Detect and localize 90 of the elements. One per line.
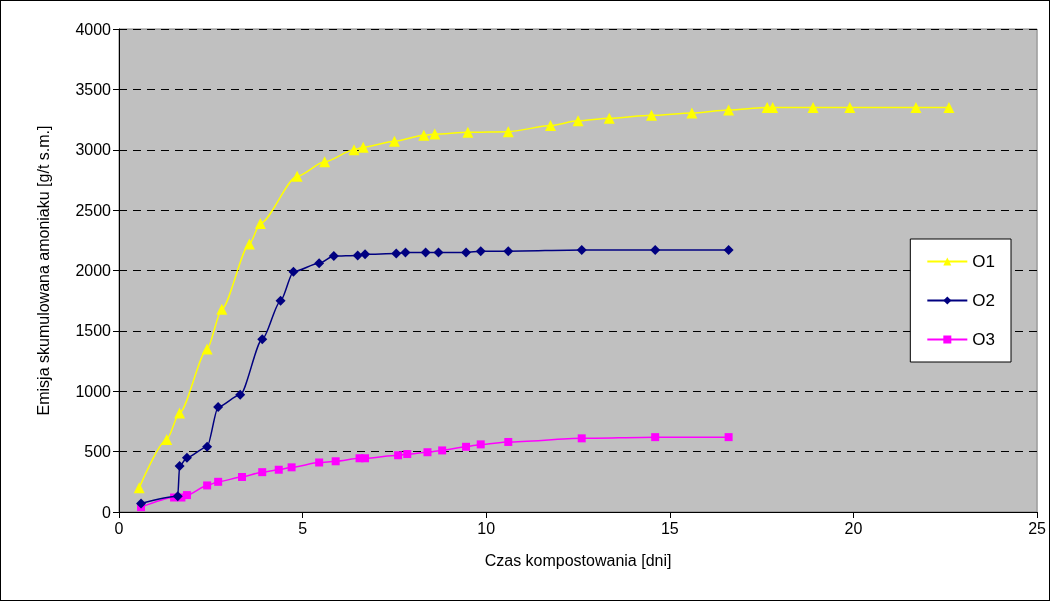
x-tick-label: 20 — [844, 519, 863, 537]
point — [201, 343, 213, 355]
point — [686, 107, 698, 119]
x-tick-label: 0 — [114, 519, 124, 537]
point — [352, 250, 363, 261]
y-tick-label: 2500 — [75, 201, 112, 219]
x-axis-title: Czas kompostowania [dni] — [484, 551, 672, 569]
point — [651, 433, 660, 442]
point — [502, 126, 514, 138]
point — [291, 170, 303, 182]
point — [391, 248, 402, 259]
x-tick-label: 10 — [477, 519, 496, 537]
point — [287, 463, 296, 472]
point — [462, 442, 471, 451]
point — [275, 295, 286, 306]
point — [243, 238, 255, 250]
point — [288, 266, 299, 277]
y-tick-label: 1000 — [75, 382, 112, 400]
point — [394, 451, 403, 460]
y-tick-label: 3000 — [75, 141, 112, 159]
point — [807, 101, 819, 113]
point — [943, 101, 955, 113]
point — [603, 112, 615, 124]
y-tick-label: 2000 — [75, 262, 112, 279]
point — [650, 244, 661, 255]
point — [357, 141, 369, 153]
point — [418, 129, 430, 141]
point — [545, 120, 557, 132]
point — [361, 454, 370, 463]
x-tick-label: 25 — [1028, 519, 1047, 537]
point — [348, 144, 360, 156]
point — [724, 433, 733, 442]
point — [400, 247, 411, 258]
point — [433, 247, 444, 258]
point — [723, 104, 735, 116]
point — [429, 128, 441, 140]
point — [174, 461, 185, 472]
legend-label: O1 — [972, 252, 996, 271]
point — [258, 468, 267, 477]
legend-label: O2 — [972, 291, 996, 310]
point — [723, 244, 734, 255]
y-tick-label: 1500 — [75, 322, 112, 340]
point — [314, 258, 325, 269]
y-tick-label: 0 — [102, 503, 112, 521]
point — [646, 109, 657, 121]
point — [235, 389, 246, 400]
point — [213, 401, 224, 412]
point — [181, 452, 192, 463]
point — [577, 434, 586, 443]
point — [172, 491, 183, 502]
y-tick-label: 4000 — [75, 20, 112, 38]
point — [423, 448, 432, 457]
point — [136, 498, 147, 509]
x-tick-label: 15 — [660, 519, 679, 537]
point — [403, 450, 412, 459]
point — [476, 440, 485, 449]
legend-label: O3 — [972, 330, 996, 349]
point — [331, 457, 340, 466]
point — [360, 249, 371, 260]
point — [328, 251, 339, 262]
point — [274, 465, 283, 474]
point — [182, 491, 191, 500]
y-tick-label: 3500 — [75, 80, 112, 98]
point — [503, 246, 514, 257]
point — [910, 101, 922, 113]
point — [257, 334, 268, 345]
point — [461, 247, 472, 258]
y-tick-label: 500 — [84, 443, 112, 461]
point — [475, 246, 486, 257]
point — [174, 407, 186, 419]
x-tick-label: 5 — [298, 519, 308, 537]
point — [161, 434, 173, 446]
point — [216, 303, 228, 315]
y-axis-title: Emisja skumulowana amoniaku [g/t s.m.] — [34, 125, 52, 416]
point — [420, 247, 431, 258]
point — [238, 472, 247, 481]
point — [504, 437, 513, 446]
point — [438, 446, 447, 455]
point — [388, 135, 400, 147]
point — [214, 477, 223, 486]
point — [462, 126, 474, 138]
point — [572, 115, 584, 127]
point — [202, 441, 213, 452]
point — [315, 458, 324, 467]
point — [576, 244, 587, 255]
point — [254, 217, 266, 229]
point — [319, 156, 331, 168]
point — [203, 481, 212, 490]
point — [133, 482, 145, 494]
point — [844, 101, 856, 113]
